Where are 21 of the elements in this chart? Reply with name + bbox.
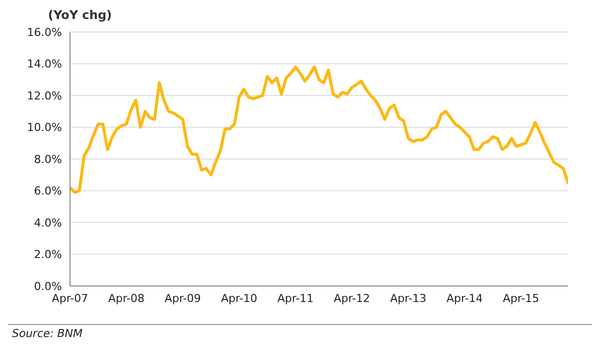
x-tick-label: Apr-07	[52, 292, 88, 305]
x-tick-label: Apr-11	[277, 292, 314, 305]
y-tick-label: 12.0%	[27, 89, 62, 102]
x-tick-label: Apr-08	[108, 292, 145, 305]
y-tick-label: 8.0%	[34, 152, 62, 166]
x-tick-label: Apr-10	[220, 292, 258, 305]
line-series	[70, 65, 568, 194]
x-tick-label: Apr-13	[390, 292, 426, 305]
y-tick-label: 16.0%	[27, 26, 62, 39]
x-tick-label: Apr-12	[334, 292, 370, 305]
x-tick-label: Apr-15	[502, 292, 540, 305]
y-tick-label: 4.0%	[34, 216, 62, 230]
y-tick-label: 2.0%	[34, 248, 62, 262]
y-tick-label: 6.0%	[34, 184, 62, 198]
x-tick-label: Apr-09	[164, 292, 201, 305]
x-tick-label: Apr-14	[446, 292, 483, 305]
y-tick-label: 0.0%	[34, 280, 62, 293]
y-axis-title: (YoY chg)	[48, 8, 113, 24]
source-note: Source: BNM	[12, 327, 84, 340]
y-tick-label: 10.0%	[27, 121, 62, 134]
y-tick-label: 14.0%	[27, 58, 62, 71]
